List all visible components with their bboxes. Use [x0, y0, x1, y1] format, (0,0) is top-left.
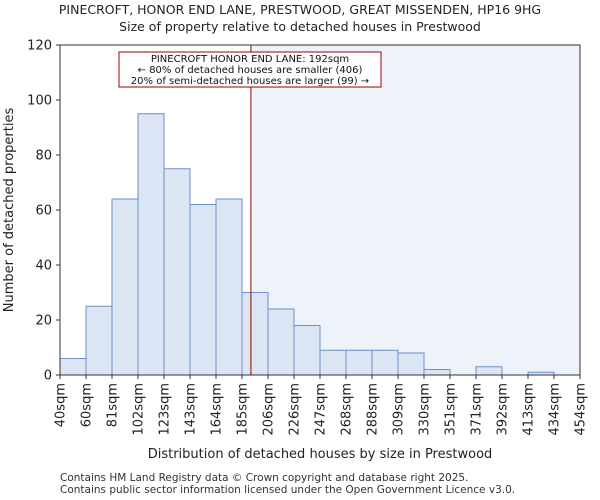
x-tick-label: 330sqm	[418, 383, 433, 436]
bar-288sqm	[371, 349, 399, 376]
y-tick-label: 20	[35, 314, 52, 329]
annotation-line-3: 20% of semi-detached houses are larger (…	[131, 76, 369, 87]
x-tick-label: 371sqm	[470, 383, 485, 436]
footer-line-1: Contains HM Land Registry data © Crown c…	[60, 472, 469, 484]
annotation-border	[118, 51, 382, 88]
bar-330sqm	[423, 369, 451, 376]
x-tick-label: 164sqm	[210, 383, 225, 436]
x-tick-label: 288sqm	[366, 383, 381, 436]
x-tick-label: 185sqm	[236, 383, 251, 436]
annotation-line-1: PINECROFT HONOR END LANE: 192sqm	[151, 54, 349, 65]
x-tick-label: 206sqm	[262, 383, 277, 436]
x-tick-label: 247sqm	[314, 383, 329, 436]
bar-206sqm	[267, 308, 295, 376]
chart-title: PINECROFT, HONOR END LANE, PRESTWOOD, GR…	[58, 2, 542, 17]
bar-371sqm	[475, 366, 503, 376]
bar-309sqm	[397, 352, 425, 376]
plot-frame	[59, 44, 581, 376]
bar-81sqm	[111, 198, 139, 376]
y-tick-label: 120	[27, 39, 52, 54]
bar-247sqm	[319, 349, 347, 376]
x-tick-label: 434sqm	[548, 383, 563, 436]
y-tick-label: 80	[35, 149, 52, 164]
annotation-box: PINECROFT HONOR END LANE: 192sqm ← 80% o…	[118, 51, 382, 88]
y-tick-label: 100	[27, 94, 52, 109]
y-axis-title: Number of detached properties	[2, 108, 17, 313]
x-tick-label: 268sqm	[340, 383, 355, 436]
y-tick-label: 0	[44, 369, 52, 384]
bar-40sqm	[59, 358, 87, 376]
x-tick-label: 123sqm	[158, 383, 173, 436]
bar-123sqm	[163, 168, 191, 376]
x-tick-label: 309sqm	[392, 383, 407, 436]
x-tick-label: 143sqm	[184, 383, 199, 436]
x-axis: 40sqm 60sqm 81sqm 102sqm 123sqm 143sqm 164sqm 1…	[54, 375, 589, 436]
x-tick-label: 81sqm	[106, 383, 121, 427]
x-tick-label: 40sqm	[54, 383, 69, 427]
x-tick-label: 413sqm	[522, 383, 537, 436]
highlight-region	[250, 45, 580, 375]
bar-164sqm	[215, 198, 243, 376]
x-tick-label: 351sqm	[444, 383, 459, 436]
bar-143sqm	[189, 204, 217, 376]
y-axis: 0 20 40 60 80 100 120	[27, 39, 60, 384]
y-tick-label: 60	[35, 204, 52, 219]
x-tick-label: 60sqm	[80, 383, 95, 427]
x-tick-label: 392sqm	[496, 383, 511, 436]
bar-60sqm	[85, 305, 113, 376]
bar-268sqm	[345, 349, 373, 376]
bars-group	[59, 113, 555, 376]
chart-subtitle: Size of property relative to detached ho…	[119, 19, 481, 34]
bar-102sqm	[137, 113, 165, 376]
x-axis-title: Distribution of detached houses by size …	[148, 447, 493, 462]
x-tick-label: 102sqm	[132, 383, 147, 436]
footer-line-2: Contains public sector information licen…	[60, 484, 516, 496]
x-tick-label: 226sqm	[288, 383, 303, 436]
annotation-line-2: ← 80% of detached houses are smaller (40…	[138, 65, 363, 76]
x-tick-label: 454sqm	[574, 383, 589, 436]
bar-226sqm	[293, 325, 321, 376]
y-tick-label: 40	[35, 259, 52, 274]
bar-185sqm	[241, 292, 269, 376]
